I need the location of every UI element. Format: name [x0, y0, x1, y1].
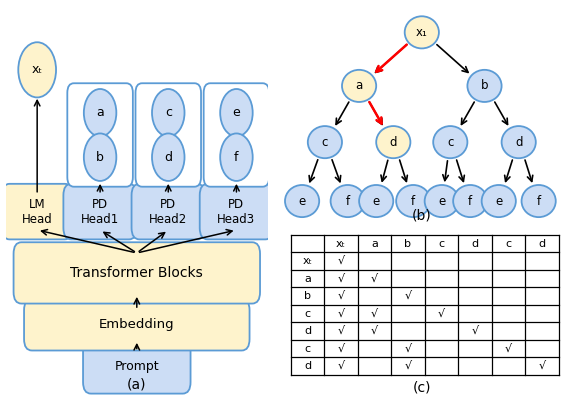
Circle shape	[425, 185, 459, 217]
Text: e: e	[495, 194, 502, 208]
Text: √: √	[337, 256, 344, 266]
Text: a: a	[371, 239, 378, 248]
FancyBboxPatch shape	[14, 242, 260, 304]
Text: x₁: x₁	[416, 26, 428, 39]
Text: √: √	[337, 344, 344, 353]
Text: PD
Head3: PD Head3	[217, 198, 255, 226]
FancyBboxPatch shape	[132, 184, 205, 239]
Text: b: b	[304, 291, 311, 301]
Text: f: f	[234, 151, 239, 164]
Circle shape	[405, 16, 439, 49]
Text: Prompt: Prompt	[115, 360, 159, 373]
Text: b: b	[481, 80, 488, 92]
FancyBboxPatch shape	[83, 340, 190, 393]
Text: e: e	[299, 194, 306, 208]
Text: d: d	[304, 326, 311, 336]
FancyBboxPatch shape	[63, 184, 137, 239]
Text: PD
Head1: PD Head1	[81, 198, 119, 226]
Circle shape	[285, 185, 319, 217]
Circle shape	[220, 89, 253, 136]
FancyBboxPatch shape	[136, 83, 201, 187]
Text: (b): (b)	[412, 209, 431, 223]
Circle shape	[152, 133, 185, 181]
Circle shape	[467, 70, 502, 102]
Text: d: d	[304, 361, 311, 371]
Text: c: c	[321, 136, 328, 149]
Text: Transformer Blocks: Transformer Blocks	[71, 266, 203, 280]
Circle shape	[220, 133, 253, 181]
Text: PD
Head2: PD Head2	[149, 198, 188, 226]
Text: c: c	[304, 309, 311, 318]
Text: √: √	[404, 361, 412, 371]
Text: c: c	[165, 106, 172, 119]
Text: f: f	[536, 194, 541, 208]
Text: b: b	[96, 151, 104, 164]
Circle shape	[84, 89, 116, 136]
Text: (a): (a)	[127, 378, 146, 392]
Text: c: c	[447, 136, 454, 149]
Text: √: √	[337, 309, 344, 318]
FancyBboxPatch shape	[24, 299, 250, 351]
Circle shape	[482, 185, 516, 217]
Text: xₜ: xₜ	[31, 63, 43, 76]
Circle shape	[84, 133, 116, 181]
Text: √: √	[538, 361, 545, 371]
Circle shape	[152, 89, 185, 136]
Text: √: √	[471, 326, 478, 336]
FancyBboxPatch shape	[200, 184, 273, 239]
Text: √: √	[337, 291, 344, 301]
Text: LM
Head: LM Head	[22, 198, 52, 226]
Text: d: d	[164, 151, 172, 164]
FancyBboxPatch shape	[203, 83, 269, 187]
Text: Embedding: Embedding	[99, 318, 174, 331]
Text: √: √	[337, 274, 344, 283]
Text: a: a	[96, 106, 104, 119]
Text: a: a	[304, 274, 311, 283]
Circle shape	[308, 126, 342, 158]
FancyBboxPatch shape	[2, 184, 72, 239]
Circle shape	[359, 185, 393, 217]
Text: √: √	[371, 326, 378, 336]
Text: √: √	[438, 309, 445, 318]
Text: e: e	[373, 194, 380, 208]
Text: e: e	[233, 106, 241, 119]
Text: f: f	[345, 194, 350, 208]
Circle shape	[376, 126, 410, 158]
Text: b: b	[404, 239, 412, 248]
Text: xₜ: xₜ	[303, 256, 312, 266]
Circle shape	[331, 185, 365, 217]
Circle shape	[453, 185, 487, 217]
Text: √: √	[404, 344, 412, 353]
FancyBboxPatch shape	[67, 83, 133, 187]
Text: √: √	[371, 309, 378, 318]
Circle shape	[502, 126, 536, 158]
Text: √: √	[337, 361, 344, 371]
Circle shape	[396, 185, 430, 217]
Text: d: d	[389, 136, 397, 149]
Text: e: e	[438, 194, 445, 208]
Text: √: √	[404, 291, 412, 301]
Text: √: √	[505, 344, 512, 353]
Text: (c): (c)	[413, 380, 431, 394]
Circle shape	[18, 42, 56, 97]
Circle shape	[433, 126, 467, 158]
Text: d: d	[538, 239, 545, 248]
Text: c: c	[506, 239, 511, 248]
Text: a: a	[356, 80, 363, 92]
Text: √: √	[337, 326, 344, 336]
Text: d: d	[471, 239, 478, 248]
Text: √: √	[371, 274, 378, 283]
Circle shape	[522, 185, 556, 217]
Text: c: c	[438, 239, 445, 248]
Text: c: c	[304, 344, 311, 353]
Text: f: f	[468, 194, 473, 208]
Circle shape	[342, 70, 376, 102]
Text: f: f	[411, 194, 416, 208]
Text: d: d	[515, 136, 523, 149]
Text: xₜ: xₜ	[336, 239, 346, 248]
